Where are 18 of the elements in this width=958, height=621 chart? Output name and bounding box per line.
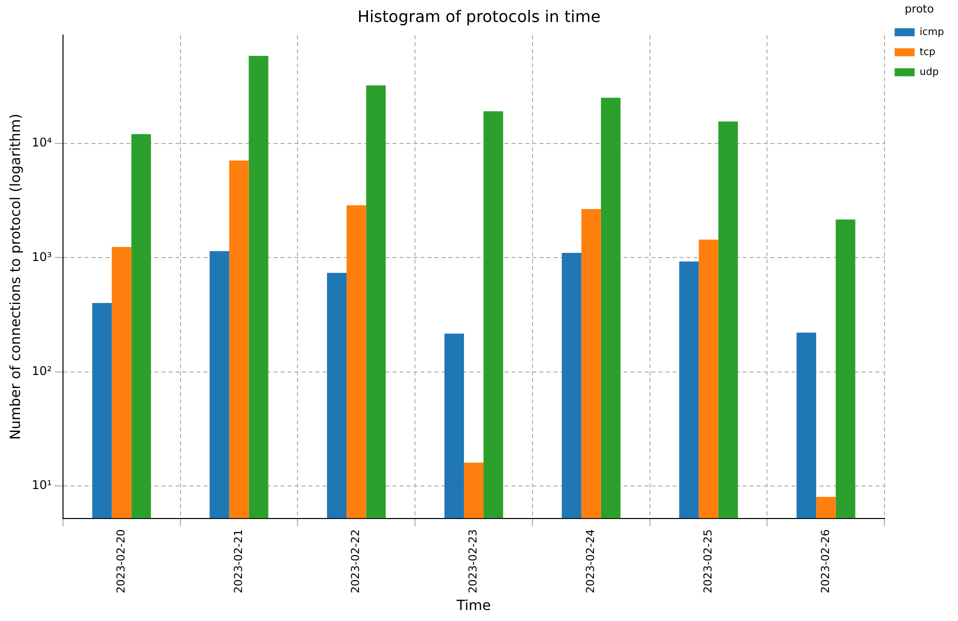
x-axis-title: Time [456,598,491,614]
y-tick-label: 10³ [32,250,52,264]
y-tick-label: 10¹ [32,478,52,492]
legend-label: udp [920,66,939,78]
x-tick-label: 2023-02-24 [584,529,598,594]
x-tick-label: 2023-02-21 [232,529,245,594]
chart-title: Histogram of protocols in time [357,6,601,26]
legend-title: proto [904,2,934,16]
x-tick-label: 2023-02-25 [701,529,714,594]
legend-label: tcp [920,46,936,58]
y-tick-label: 10² [32,364,52,378]
y-axis-title: Number of connections to protocol (logarithm) [8,114,24,440]
x-tick-label: 2023-02-26 [818,529,832,594]
x-tick-label: 2023-02-23 [466,529,480,594]
legend-label: icmp [920,26,944,38]
y-tick-label: 10⁴ [32,136,52,150]
x-tick-label: 2023-02-20 [114,529,128,594]
x-tick-label: 2023-02-22 [349,529,362,594]
